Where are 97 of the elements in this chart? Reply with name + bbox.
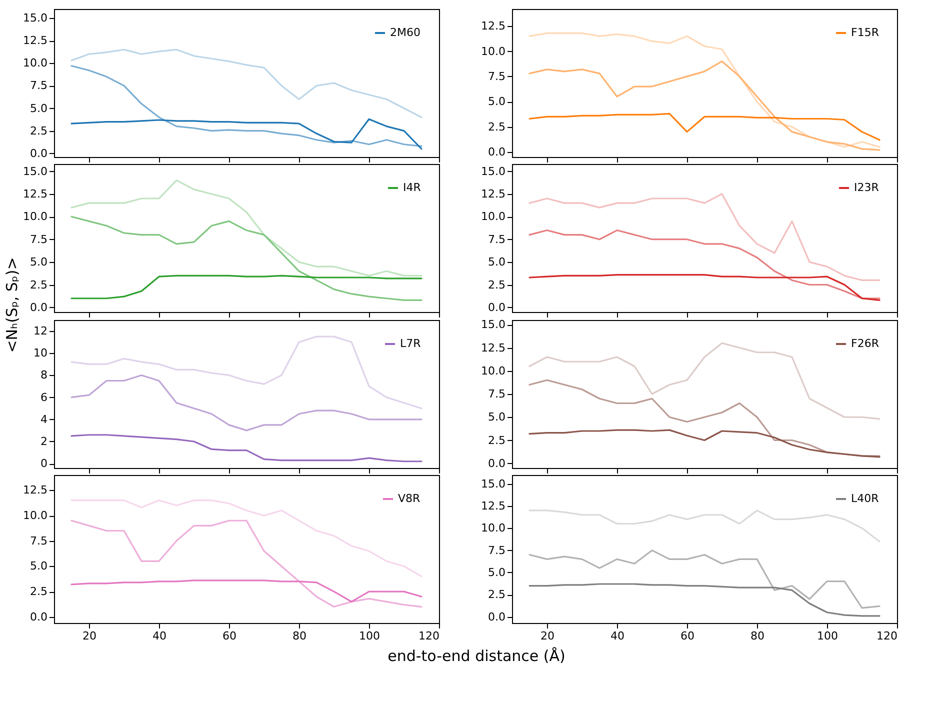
y-tick-label: 12.5	[481, 20, 506, 33]
legend-label: L40R	[851, 492, 880, 505]
y-tick-label: 15.0	[23, 164, 48, 178]
line-series	[70, 180, 422, 276]
y-tick-label: 6	[40, 390, 48, 404]
y-tick-label: 12.5	[481, 187, 506, 200]
y-tick-label: 10.0	[481, 44, 506, 58]
y-tick-label: 8	[40, 368, 48, 382]
line-series	[70, 216, 422, 301]
line-series	[70, 374, 422, 432]
y-tick-label: 2.5	[488, 588, 506, 602]
line-series	[70, 520, 422, 608]
x-tick-label: 60	[680, 630, 694, 642]
text: <Nₕ(Sₚ, Sₚ)>	[3, 257, 21, 353]
y-tick-label: 15.0	[481, 318, 506, 332]
y-tick-label: 0.0	[30, 300, 48, 314]
y-tick-label: 2.5	[488, 120, 506, 134]
y-tick-label: 0	[40, 457, 48, 470]
line-series	[528, 112, 880, 141]
y-tick-label: 5.0	[488, 95, 506, 108]
y-tick-label: 10.0	[23, 56, 48, 70]
y-tick-label: 12.5	[481, 500, 506, 513]
y-tick-label: 10.0	[481, 364, 506, 378]
line-series	[528, 379, 880, 457]
line-series	[528, 229, 880, 300]
line-series	[528, 60, 880, 151]
y-tick-label: 15.0	[481, 477, 506, 490]
y-tick-label: 2.5	[30, 585, 48, 598]
x-tick-label: 100	[817, 630, 838, 642]
y-tick-label: 2.5	[30, 124, 48, 138]
line-series	[528, 583, 880, 617]
y-tick-label: 0.0	[488, 456, 506, 470]
line-series	[70, 48, 422, 118]
y-tick-label: 2.5	[488, 278, 506, 292]
line-series	[528, 550, 880, 609]
y-tick-label: 12.5	[23, 484, 48, 497]
x-tick-label: 100	[359, 630, 380, 642]
legend-label: I23R	[854, 181, 880, 194]
legend-label: I4R	[403, 181, 422, 194]
y-tick-label: 12.5	[23, 187, 48, 200]
y-tick-label: 0.0	[30, 610, 48, 624]
y-tick-label: 12.5	[481, 341, 506, 354]
x-tick-label: 80	[292, 630, 306, 642]
line-series	[70, 118, 422, 150]
legend-label: 2M60	[390, 26, 420, 39]
y-tick-label: 0.0	[488, 145, 506, 158]
y-tick-label: 0.0	[488, 300, 506, 314]
line-series	[70, 65, 422, 147]
text: end-to-end distance (Å)	[388, 647, 566, 665]
y-tick-label: 15.0	[481, 164, 506, 178]
legend-label: F15R	[851, 26, 880, 39]
y-tick-label: 5.0	[30, 102, 48, 115]
line-series	[528, 274, 880, 301]
line-series	[70, 336, 422, 410]
y-tick-label: 10.0	[481, 210, 506, 224]
x-tick-label: 80	[750, 630, 764, 642]
y-tick-label: 5.0	[488, 566, 506, 579]
y-tick-label: 4	[40, 412, 48, 426]
y-tick-label: 10.0	[481, 522, 506, 535]
y-tick-label: 5.0	[488, 410, 506, 424]
line-series	[528, 429, 880, 458]
x-tick-label: 120	[418, 630, 440, 642]
y-tick-label: 5.0	[30, 256, 48, 269]
y-tick-label: 7.5	[488, 70, 506, 83]
y-tick-label: 7.5	[488, 232, 506, 246]
x-tick-label: 20	[82, 630, 96, 642]
y-tick-label: 2	[40, 434, 48, 448]
x-tick-label: 40	[610, 630, 624, 642]
line-series	[528, 510, 880, 542]
y-tick-label: 12.5	[23, 34, 48, 48]
y-tick-label: 5.0	[30, 560, 48, 573]
legend-label: L7R	[400, 337, 422, 350]
y-tick-label: 7.5	[30, 79, 48, 92]
y-tick-label: 10.0	[23, 509, 48, 522]
legend-label: F26R	[851, 337, 880, 350]
y-tick-label: 7.5	[30, 232, 48, 246]
y-tick-label: 12	[34, 324, 48, 338]
y-tick-label: 7.5	[30, 534, 48, 548]
y-tick-label: 10.0	[23, 210, 48, 224]
y-tick-label: 15.0	[23, 12, 48, 25]
y-tick-label: 2.5	[30, 278, 48, 292]
y-tick-label: 5.0	[488, 256, 506, 269]
y-tick-label: 10	[34, 346, 48, 360]
y-tick-label: 7.5	[488, 388, 506, 400]
y-tick-label: 7.5	[488, 544, 506, 557]
line-series	[70, 580, 422, 603]
x-tick-label: 120	[876, 630, 898, 642]
line-series	[70, 434, 422, 462]
y-tick-label: 0.0	[488, 610, 506, 624]
line-series	[70, 274, 422, 300]
x-tick-label: 40	[152, 630, 166, 642]
y-tick-label: 2.5	[488, 434, 506, 447]
line-series	[528, 193, 880, 282]
x-tick-label: 20	[540, 630, 554, 642]
legend-label: V8R	[398, 492, 421, 505]
x-tick-label: 60	[222, 630, 236, 642]
y-tick-label: 0.0	[30, 146, 48, 160]
